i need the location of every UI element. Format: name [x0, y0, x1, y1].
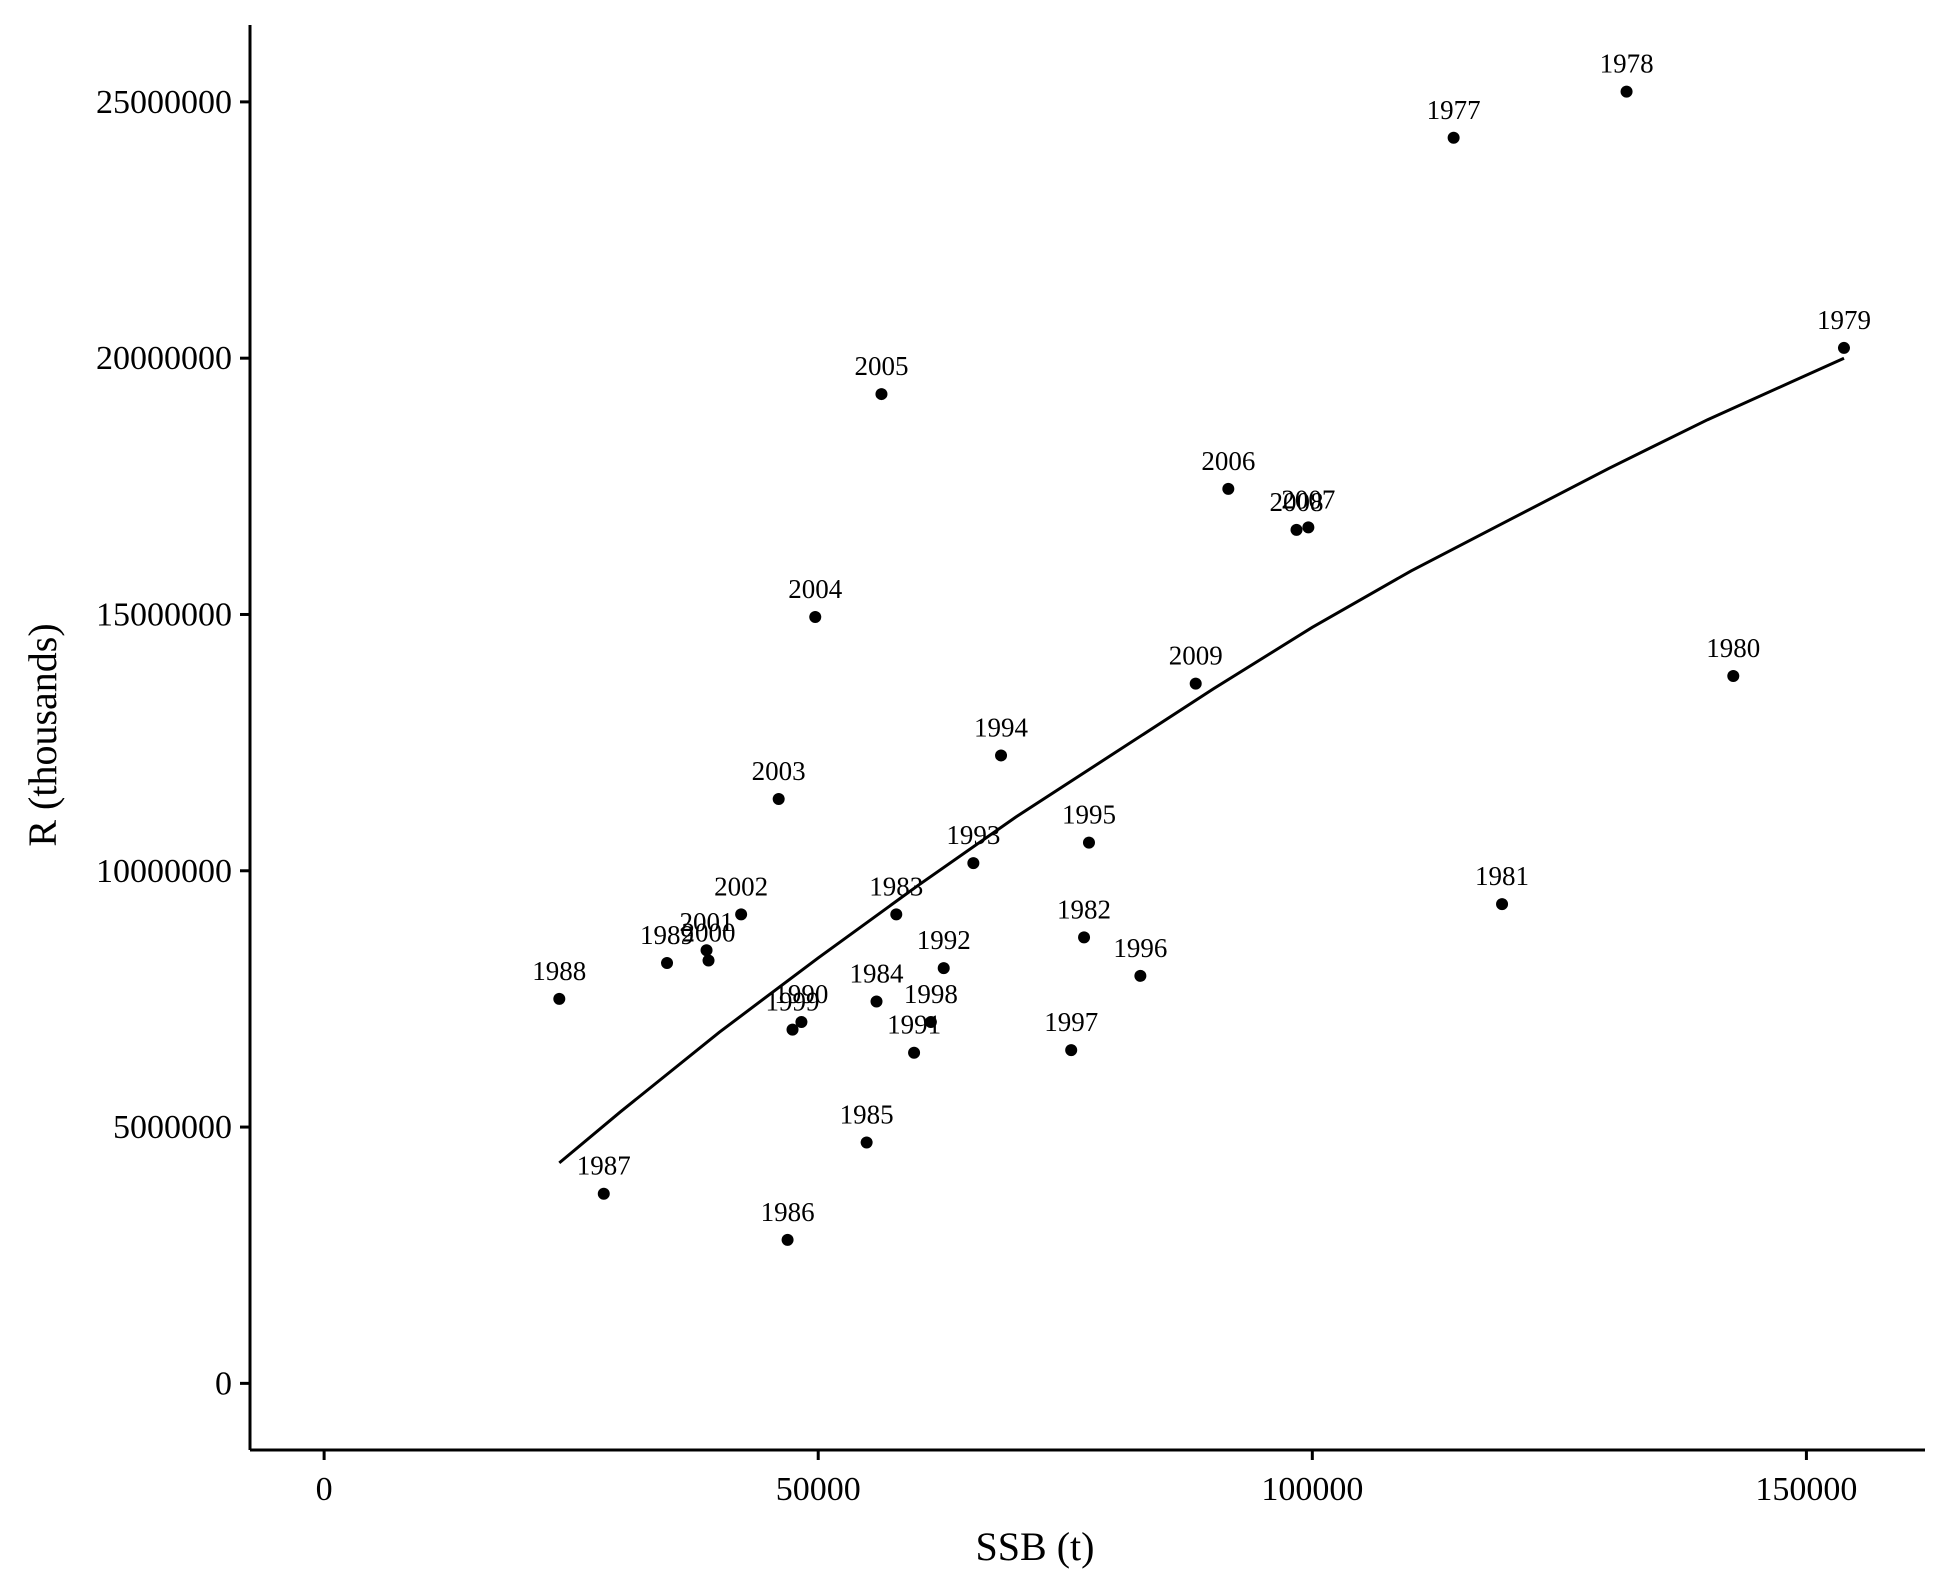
x-tick-label: 100000 [1261, 1471, 1363, 1508]
point-label: 2006 [1201, 446, 1255, 476]
x-tick-label: 150000 [1755, 1471, 1857, 1508]
data-point [908, 1046, 921, 1059]
point-label: 2000 [682, 917, 736, 947]
data-point [1727, 669, 1740, 682]
y-tick-label: 5000000 [113, 1109, 232, 1146]
x-axis-title: SSB (t) [976, 1524, 1095, 1569]
data-point [1222, 482, 1235, 495]
point-label: 1983 [869, 871, 923, 901]
y-tick-label: 15000000 [96, 596, 232, 633]
point-label: 2004 [788, 574, 843, 604]
point-label: 1995 [1062, 800, 1116, 830]
data-point [1302, 521, 1315, 534]
data-point [924, 1015, 937, 1028]
y-tick-label: 10000000 [96, 853, 232, 890]
x-tick-label: 0 [316, 1471, 333, 1508]
point-label: 1992 [917, 925, 971, 955]
point-labels: 1977 1978 1979 1980 1981 1982 1983 1984 1985 1986… [532, 49, 1871, 1227]
point-label: 2009 [1169, 641, 1223, 671]
point-label: 1997 [1044, 1007, 1098, 1037]
point-label: 1994 [974, 712, 1029, 742]
point-label: 1979 [1817, 305, 1871, 335]
data-point [1134, 969, 1147, 982]
data-point [735, 908, 748, 921]
fit-curve-layer [558, 356, 1845, 1165]
point-label: 1984 [850, 958, 905, 988]
y-tick-label: 20000000 [96, 340, 232, 377]
point-label: 1981 [1475, 861, 1529, 891]
data-point [1447, 131, 1460, 144]
y-tick-label: 25000000 [96, 84, 232, 121]
data-points [553, 85, 1850, 1246]
y-axis-title: R (thousands) [20, 623, 65, 846]
point-label: 1988 [532, 956, 586, 986]
data-point [875, 388, 888, 401]
data-point [772, 793, 785, 806]
point-label: 1990 [774, 979, 828, 1009]
axes: 0 5000000 10000000 15000000 20000000 25000000… [96, 25, 1925, 1508]
point-label: 1989 [640, 920, 694, 950]
data-point [795, 1015, 808, 1028]
point-label: 2008 [1270, 487, 1324, 517]
point-label: 1998 [904, 979, 958, 1009]
data-point [1496, 898, 1509, 911]
data-point [781, 1233, 794, 1246]
data-point [860, 1136, 873, 1149]
point-label: 1987 [577, 1151, 631, 1181]
y-tick-label: 0 [215, 1365, 232, 1402]
x-tick-label: 50000 [776, 1471, 861, 1508]
data-point [1837, 341, 1850, 354]
data-point [809, 611, 822, 624]
data-point [786, 1023, 799, 1036]
data-point [1065, 1044, 1078, 1057]
point-label: 1978 [1600, 49, 1654, 79]
point-label: 2001 [680, 907, 734, 937]
point-label: 1996 [1113, 933, 1167, 963]
data-point [1620, 85, 1633, 98]
data-point [597, 1187, 610, 1200]
data-point [995, 749, 1008, 762]
point-label: 1985 [840, 1099, 894, 1129]
point-label: 2005 [854, 351, 908, 381]
data-point [890, 908, 903, 921]
point-label: 2003 [752, 756, 806, 786]
data-point [661, 957, 674, 970]
point-label: 1986 [761, 1197, 815, 1227]
data-point [967, 857, 980, 870]
point-label: 1993 [946, 820, 1000, 850]
point-label: 2007 [1281, 484, 1335, 514]
data-point [702, 954, 715, 967]
data-point [553, 992, 566, 1005]
point-label: 2002 [714, 871, 768, 901]
point-label: 1977 [1427, 95, 1481, 125]
data-point [1290, 523, 1303, 536]
data-point [870, 995, 883, 1008]
data-point [937, 962, 950, 975]
data-point [1082, 836, 1095, 849]
point-label: 1982 [1057, 894, 1111, 924]
point-label: 1980 [1706, 633, 1760, 663]
point-label: 1991 [887, 1010, 941, 1040]
point-label: 1999 [766, 987, 820, 1017]
fit-curve [558, 356, 1845, 1165]
data-point [700, 944, 713, 957]
data-point [1078, 931, 1091, 944]
data-point [1189, 677, 1202, 690]
